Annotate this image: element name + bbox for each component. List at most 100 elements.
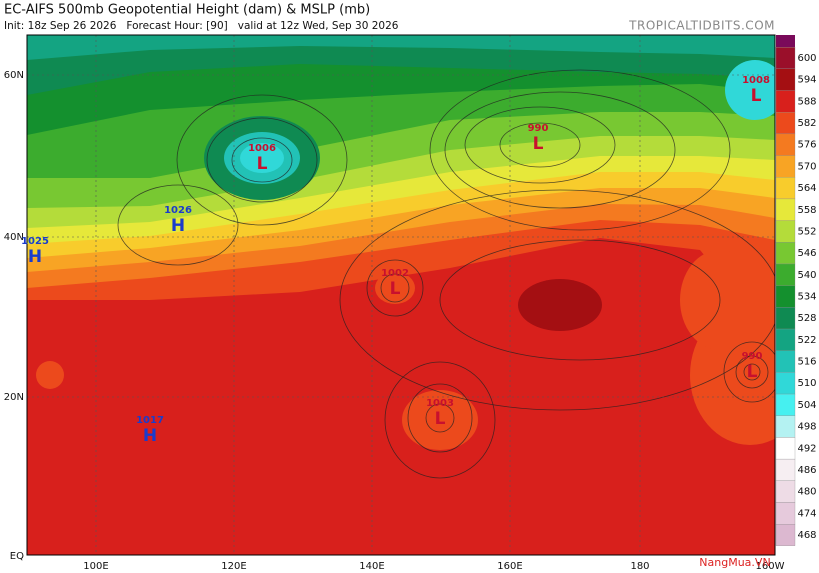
pressure-center: L [751,86,762,106]
colorbar-label: 468 [797,530,816,541]
colorbar-cell [775,285,796,308]
colorbar-label: 528 [797,313,816,324]
isobar [723,341,775,403]
lon-label: 100E [83,561,108,572]
pressure-center: H [143,426,157,446]
colorbar-cell [775,307,796,330]
colorbar-cell [775,177,796,200]
lon-label: 180 [630,561,649,572]
colorbar-label: 576 [797,140,816,151]
map-area [27,35,775,555]
height-blob [36,361,64,389]
watermark: NangMua.VN [699,556,770,569]
pressure-center: L [435,409,446,429]
colorbar-label: 498 [797,422,816,433]
colorbar-cell [775,133,796,156]
pressure-value: 990 [528,123,549,134]
colorbar-cell [775,350,796,373]
height-blob [518,279,602,331]
colorbar-label: 552 [797,226,816,237]
height-blob [375,272,415,304]
colorbar-label: 600 [797,53,816,64]
height-blob [402,390,478,450]
pressure-value: 1008 [742,75,770,86]
lat-label: EQ [10,551,24,562]
lon-label: 120E [221,561,246,572]
colorbar-label: 480 [797,487,816,498]
lat-label: 40N [4,232,24,243]
pressure-value: 1003 [426,398,454,409]
isobar [743,363,761,381]
isobar [407,383,473,453]
pressure-center: L [390,279,401,299]
colorbar-label: 474 [797,508,816,519]
pressure-value: 1002 [381,268,409,279]
colorbar-cell [775,328,796,351]
colorbar-label: 504 [797,400,816,411]
pressure-center: L [533,134,544,154]
colorbar-label: 540 [797,270,816,281]
colorbar-cell [775,372,796,395]
isobar [735,355,769,389]
colorbar-cell [775,90,796,113]
isobar [499,122,581,168]
title: EC-AIFS 500mb Geopotential Height (dam) … [4,3,370,18]
colorbar-label: 582 [797,118,816,129]
pressure-center: L [747,362,758,382]
isobar [339,189,775,411]
colorbar-label: 516 [797,357,816,368]
pressure-center: L [257,154,268,174]
lon-label: 140E [359,561,384,572]
colorbar-cell [775,47,796,69]
colorbar-cell [775,415,796,438]
colorbar-label: 588 [797,96,816,107]
colorbar-cell [775,242,796,265]
isobar [206,117,318,203]
map-frame [26,34,776,556]
isobar [176,94,348,226]
colorbar-label: 570 [797,161,816,172]
lat-label: 20N [4,392,24,403]
colorbar-cell [775,112,796,135]
lat-label: 60N [4,70,24,81]
colorbar-cell [775,458,796,481]
lon-label: 160E [497,561,522,572]
colorbar-label: 486 [797,465,816,476]
isobar [429,69,731,231]
source: TROPICALTIDBITS.COM [628,19,775,33]
isobar [439,239,721,361]
colorbar-label: 492 [797,443,816,454]
colorbar-cell [775,524,796,546]
height-blob [240,143,284,173]
colorbar-cell [775,263,796,286]
isobar [380,273,410,303]
colorbar-cell [775,68,796,91]
isobar [384,361,496,479]
colorbar-top [776,35,795,47]
isobar [425,403,455,433]
colorbar-label: 558 [797,205,816,216]
pressure-center: H [171,216,185,236]
pressure-value: 1026 [164,205,192,216]
colorbar-label: 522 [797,335,816,346]
pressure-value: 1006 [248,143,276,154]
colorbar-cell [775,480,796,503]
colorbar-label: 564 [797,183,816,194]
isobar [444,91,676,209]
subtitle: Init: 18z Sep 26 2026 Forecast Hour: [90… [4,20,399,32]
pressure-value: 990 [742,351,763,362]
colorbar-cell [775,393,796,416]
isobar [231,137,293,183]
colorbar-cell [775,502,796,525]
colorbar-label: 534 [797,292,816,303]
colorbar-label: 594 [797,75,816,86]
lon-label: 160W [756,561,785,572]
isobar [117,184,239,266]
isobar [366,259,424,317]
colorbar-cell [775,155,796,178]
pressure-value: 1025 [21,236,49,247]
colorbar-cell [775,437,796,460]
colorbar-cell [775,220,796,243]
colorbar-cell [775,198,796,221]
